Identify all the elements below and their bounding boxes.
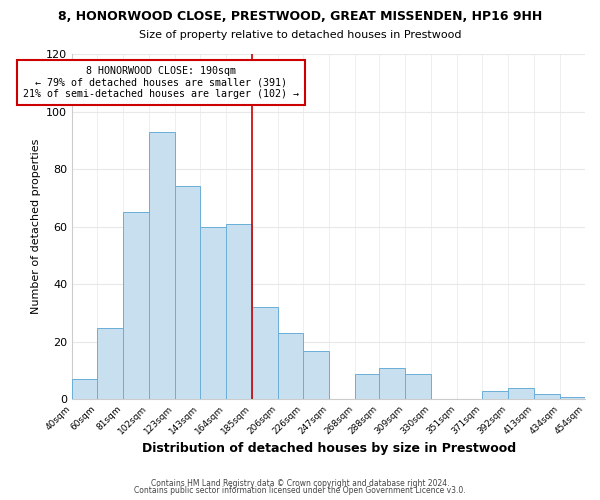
X-axis label: Distribution of detached houses by size in Prestwood: Distribution of detached houses by size … [142, 442, 515, 455]
Bar [379, 368, 406, 400]
Y-axis label: Number of detached properties: Number of detached properties [31, 139, 41, 314]
Text: Contains public sector information licensed under the Open Government Licence v3: Contains public sector information licen… [134, 486, 466, 495]
Bar [72, 380, 97, 400]
Bar [560, 396, 585, 400]
Text: 8 HONORWOOD CLOSE: 190sqm
← 79% of detached houses are smaller (391)
21% of semi: 8 HONORWOOD CLOSE: 190sqm ← 79% of detac… [23, 66, 299, 98]
Bar [175, 186, 200, 400]
Bar [482, 391, 508, 400]
Bar [508, 388, 534, 400]
Bar [278, 334, 302, 400]
Bar [534, 394, 560, 400]
Text: 8, HONORWOOD CLOSE, PRESTWOOD, GREAT MISSENDEN, HP16 9HH: 8, HONORWOOD CLOSE, PRESTWOOD, GREAT MIS… [58, 10, 542, 23]
Bar [149, 132, 175, 400]
Bar [97, 328, 123, 400]
Bar [302, 350, 329, 400]
Bar [123, 212, 149, 400]
Bar [355, 374, 379, 400]
Bar [226, 224, 252, 400]
Bar [200, 226, 226, 400]
Text: Size of property relative to detached houses in Prestwood: Size of property relative to detached ho… [139, 30, 461, 40]
Bar [406, 374, 431, 400]
Bar [252, 308, 278, 400]
Text: Contains HM Land Registry data © Crown copyright and database right 2024.: Contains HM Land Registry data © Crown c… [151, 478, 449, 488]
